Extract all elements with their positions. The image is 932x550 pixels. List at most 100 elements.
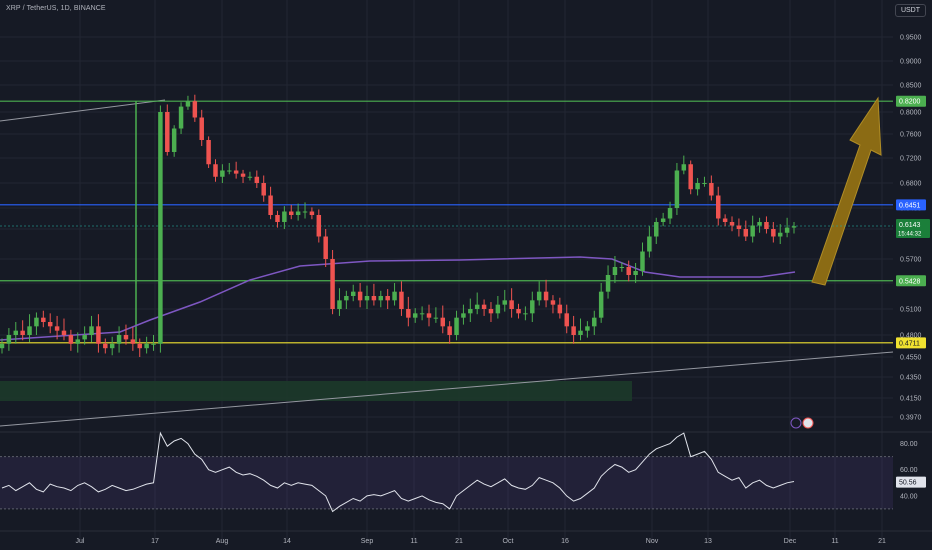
level-label-support: 0.5428 bbox=[899, 278, 921, 285]
time-tick-label: Sep bbox=[361, 538, 374, 545]
candle-body bbox=[495, 304, 501, 314]
candle-body bbox=[474, 304, 480, 309]
event-flash-icon[interactable] bbox=[790, 417, 802, 429]
rsi-line bbox=[1, 431, 795, 513]
candle-body bbox=[385, 296, 390, 301]
candle-body bbox=[530, 300, 535, 314]
candle-body bbox=[227, 170, 232, 172]
candle-body bbox=[268, 195, 273, 215]
currency-button[interactable]: USDT bbox=[894, 4, 926, 17]
candle-body bbox=[261, 183, 266, 196]
candle-body bbox=[6, 335, 12, 344]
candle-body bbox=[550, 300, 556, 305]
time-tick-label: 11 bbox=[410, 538, 417, 545]
time-tick-label: 21 bbox=[455, 538, 463, 545]
candle-body bbox=[109, 343, 115, 349]
candle-body bbox=[433, 317, 439, 319]
last-price-box bbox=[896, 218, 930, 238]
price-tick-label: 0.4550 bbox=[900, 355, 922, 362]
candle-body bbox=[399, 291, 404, 309]
candle-body bbox=[13, 330, 19, 335]
candle-body bbox=[130, 339, 136, 344]
candle-body bbox=[282, 211, 287, 222]
time-tick-label: Nov bbox=[646, 538, 659, 545]
candle-body bbox=[674, 170, 680, 208]
rsi-last-box bbox=[896, 476, 926, 488]
candle-body bbox=[344, 296, 349, 301]
candle-body bbox=[647, 236, 652, 252]
candle-body bbox=[61, 330, 67, 335]
candle-body bbox=[247, 176, 253, 178]
candle-body bbox=[206, 140, 211, 165]
price-tick-label: 0.9000 bbox=[900, 59, 922, 66]
candle-body bbox=[743, 229, 749, 237]
candle-body bbox=[695, 183, 700, 190]
candle-body bbox=[47, 322, 53, 327]
candle-body bbox=[406, 309, 411, 318]
candle-body bbox=[481, 304, 487, 309]
candle-body bbox=[412, 313, 418, 318]
candle-body bbox=[233, 170, 239, 174]
candle-body bbox=[295, 211, 301, 215]
candle-body bbox=[660, 218, 666, 222]
candle-body bbox=[516, 309, 521, 314]
symbol-title: XRP / TetherUS, 1D, BINANCE bbox=[6, 5, 106, 12]
candle-body bbox=[54, 326, 60, 331]
candle-body bbox=[585, 326, 590, 331]
price-tick-label: 0.3970 bbox=[900, 415, 922, 422]
candle-body bbox=[640, 251, 645, 271]
time-tick-label: Jul bbox=[76, 538, 85, 545]
price-tick-label: 0.5700 bbox=[900, 257, 922, 264]
rsi-band bbox=[0, 456, 893, 509]
candle-body bbox=[791, 226, 797, 228]
candle-body bbox=[777, 232, 783, 237]
rsi-tick-label: 40.00 bbox=[900, 493, 918, 500]
candle-body bbox=[502, 300, 507, 305]
candle-body bbox=[688, 164, 693, 190]
candle-body bbox=[729, 222, 735, 226]
candle-body bbox=[612, 267, 618, 275]
candle-body bbox=[702, 183, 707, 184]
candle-body bbox=[454, 317, 459, 335]
candle-body bbox=[275, 215, 280, 222]
candle-body bbox=[571, 326, 576, 335]
event-flag-icon[interactable] bbox=[802, 417, 814, 429]
candle-body bbox=[757, 222, 762, 226]
price-tick-label: 0.4800 bbox=[900, 333, 922, 340]
candle-body bbox=[440, 317, 446, 327]
candle-body bbox=[0, 343, 5, 349]
candle-body bbox=[426, 313, 432, 318]
price-tick-label: 0.6800 bbox=[900, 181, 922, 188]
candle-body bbox=[764, 222, 769, 229]
time-tick-label: Dec bbox=[784, 538, 797, 545]
candle-body bbox=[137, 343, 142, 349]
candle-body bbox=[722, 218, 728, 222]
candle-body bbox=[213, 164, 218, 177]
price-tick-label: 0.9500 bbox=[900, 35, 922, 42]
candle-body bbox=[371, 296, 377, 301]
candle-body bbox=[771, 229, 776, 237]
candle-body bbox=[557, 304, 563, 314]
candle-body bbox=[364, 296, 370, 301]
price-tick-label: 0.4150 bbox=[900, 396, 922, 403]
candle-body bbox=[378, 296, 384, 301]
demand-zone bbox=[0, 381, 632, 401]
candle-body bbox=[192, 101, 198, 118]
candle-body bbox=[240, 173, 246, 177]
candle-body bbox=[337, 300, 342, 309]
candle-body bbox=[116, 335, 122, 344]
candle-body bbox=[419, 313, 425, 315]
candle-body bbox=[20, 330, 25, 335]
candle-body bbox=[254, 176, 260, 183]
candle-body bbox=[633, 271, 638, 275]
price-tick-label: 0.8500 bbox=[900, 83, 922, 90]
candle-body bbox=[171, 128, 177, 152]
rsi-tick-label: 80.00 bbox=[900, 441, 918, 448]
candle-body bbox=[82, 335, 87, 340]
candle-body bbox=[185, 101, 191, 107]
level-label-low: 0.4711 bbox=[899, 340, 920, 347]
moving-average-line bbox=[0, 256, 796, 341]
candle-body bbox=[34, 317, 39, 327]
candle-body bbox=[330, 259, 335, 309]
